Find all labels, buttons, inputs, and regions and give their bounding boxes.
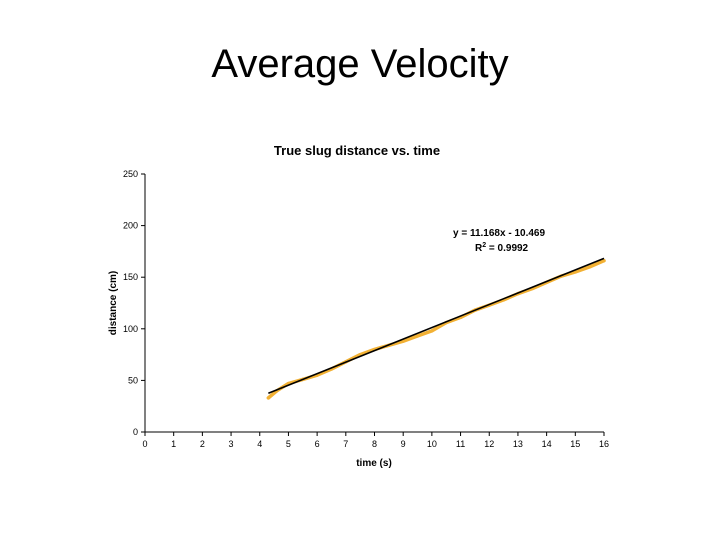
y-axis-ticks: 0 50 100 150 200 250 (123, 169, 145, 437)
trendline-layer (268, 258, 604, 393)
r-squared-value: = 0.9992 (486, 243, 528, 254)
x-tick-label: 13 (513, 439, 523, 449)
x-tick-label: 2 (200, 439, 205, 449)
trendline-equation: y = 11.168x - 10.469 (453, 228, 545, 239)
x-tick-label: 11 (456, 439, 465, 449)
x-tick-label: 14 (542, 439, 552, 449)
x-tick-label: 9 (401, 439, 406, 449)
y-tick-label: 200 (123, 221, 138, 231)
x-tick-label: 7 (343, 439, 348, 449)
data-series-line (268, 261, 604, 398)
x-tick-label: 0 (142, 439, 147, 449)
data-series (267, 259, 606, 399)
x-tick-label: 16 (599, 439, 609, 449)
x-tick-label: 8 (372, 439, 377, 449)
x-tick-label: 15 (570, 439, 580, 449)
data-point (588, 265, 591, 268)
y-tick-label: 50 (128, 375, 138, 385)
chart-axes (145, 174, 604, 432)
data-point (430, 329, 433, 332)
x-axis-ticks: 0 1 2 3 4 5 6 7 8 9 10 11 12 13 14 15 16 (142, 432, 609, 449)
x-tick-label: 10 (427, 439, 437, 449)
data-point (267, 396, 270, 399)
chart-title: True slug distance vs. time (274, 143, 440, 158)
trendline (268, 258, 604, 393)
x-tick-label: 5 (286, 439, 291, 449)
x-tick-label: 4 (257, 439, 262, 449)
y-tick-label: 150 (123, 272, 138, 282)
x-tick-label: 12 (484, 439, 494, 449)
y-tick-label: 0 (133, 427, 138, 437)
x-axis-label: time (s) (356, 458, 392, 469)
y-tick-label: 100 (123, 324, 138, 334)
x-tick-label: 6 (315, 439, 320, 449)
y-tick-label: 250 (123, 169, 138, 179)
r-squared-label: R2 = 0.9992 (475, 242, 529, 254)
data-point (416, 334, 419, 337)
x-tick-label: 1 (171, 439, 176, 449)
x-tick-label: 3 (229, 439, 234, 449)
y-axis-label: distance (cm) (108, 271, 119, 335)
